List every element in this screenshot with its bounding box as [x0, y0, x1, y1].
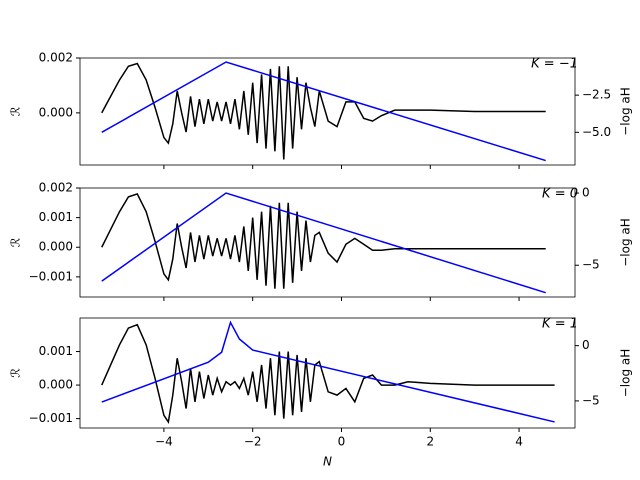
y2-axis-label: −log aH	[619, 349, 633, 398]
y2-tick-label: −5	[582, 393, 600, 407]
axes-frame	[79, 187, 576, 298]
y2-tick-label: 0	[582, 186, 590, 200]
y-tick-label: −0.001	[29, 411, 73, 425]
data-line	[101, 192, 546, 294]
y-tick-label: 0.000	[39, 240, 73, 254]
x-axis-label: N	[323, 455, 332, 469]
x-tick-label: 0	[338, 435, 346, 449]
y-axis-label: ℛ	[9, 106, 23, 116]
data-line	[101, 193, 546, 289]
data-line	[101, 320, 555, 423]
data-line	[101, 62, 546, 160]
y-tick-label: 0.000	[39, 105, 73, 119]
y-tick-label: −0.001	[29, 269, 73, 283]
y2-tick-label: −5	[582, 258, 600, 272]
y-tick-label: 0.002	[39, 181, 73, 195]
y2-axis-label: −log aH	[619, 87, 633, 136]
axes-frame	[79, 57, 576, 166]
annotation: K = 0	[542, 187, 578, 202]
data-line	[101, 323, 555, 424]
y2-tick-label: −5.0	[582, 125, 611, 139]
data-line	[101, 61, 546, 162]
x-tick-label: −4	[155, 435, 173, 449]
annotation: K = −1	[531, 57, 578, 72]
y-tick-label: 0.001	[39, 344, 73, 358]
x-tick-label: 4	[515, 435, 523, 449]
annotation: K = 1	[542, 317, 578, 332]
panel: 0.001 0.000 −0.001 0 −5 −4 −2 0 2 4 ℛ −log aH K = 1 N	[9, 317, 633, 469]
x-tick-label: 2	[426, 435, 434, 449]
x-tick-label: −2	[244, 435, 262, 449]
axes-frame	[79, 317, 576, 429]
y-axis-label: ℛ	[9, 237, 23, 247]
y2-tick-label: 0	[582, 338, 590, 352]
y-tick-label: 0.002	[39, 51, 73, 65]
panel: 0.002 0.001 0.000 −0.001 0 −5 ℛ −log aH K = 0	[9, 181, 633, 301]
panel: 0.002 0.000 −2.5 −5.0 ℛ −log aH K = −1	[9, 51, 633, 169]
y-tick-label: 0.001	[39, 210, 73, 224]
y2-axis-label: −log aH	[619, 218, 633, 267]
y2-tick-label: −2.5	[582, 88, 611, 102]
y-axis-label: ℛ	[9, 368, 23, 378]
y-tick-label: 0.000	[39, 378, 73, 392]
